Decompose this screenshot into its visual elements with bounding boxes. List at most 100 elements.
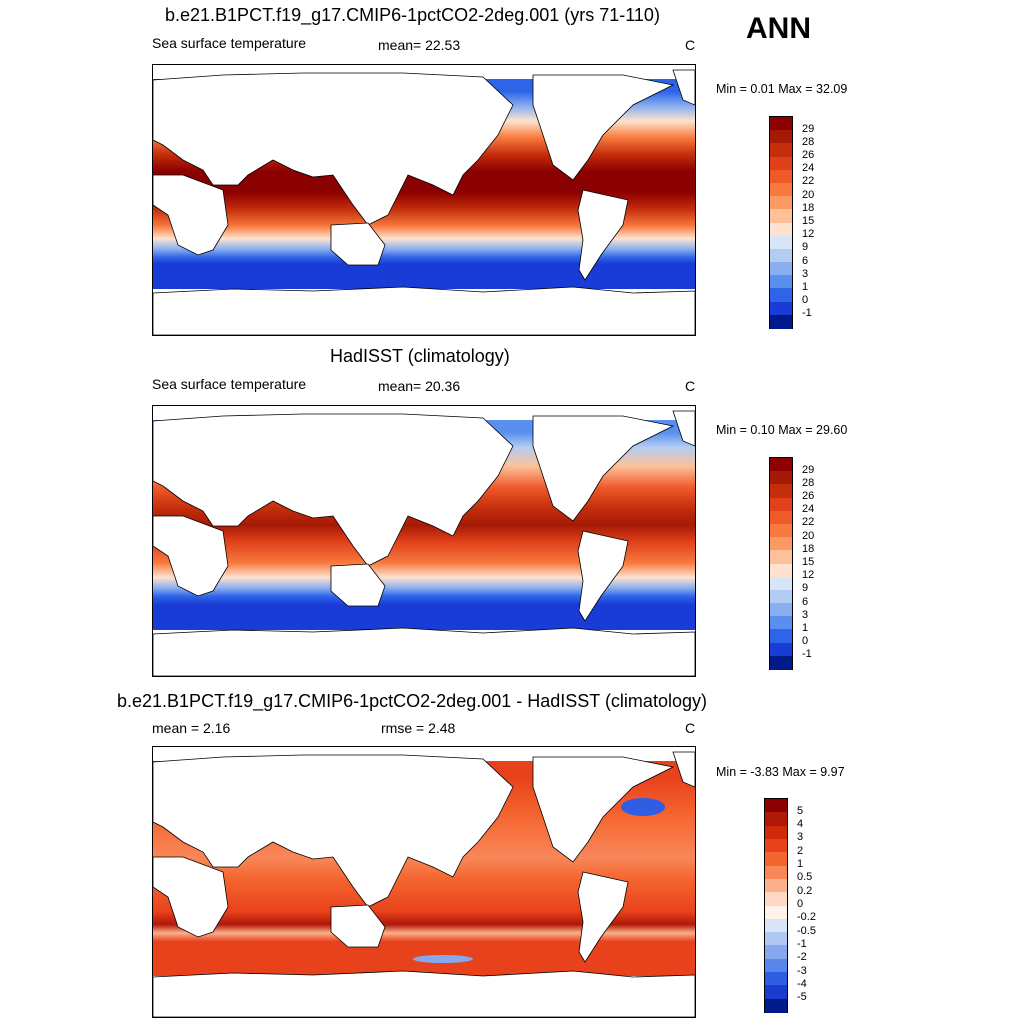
panel1-colorbar-swatch	[770, 262, 792, 276]
panel1-colorbar	[769, 116, 793, 329]
panel2-colorbar-tick-label: 9	[802, 582, 809, 595]
panel2-colorbar-tick-label: 22	[802, 516, 815, 529]
panel2-colorbar-swatch	[770, 523, 792, 538]
panel3-colorbar-swatch	[765, 958, 787, 973]
panel2-colorbar-swatch	[770, 629, 792, 644]
panel1-colorbar-tick-label: 29	[802, 122, 815, 135]
panel2-colorbar	[769, 457, 793, 670]
panel1-colorbar-swatch	[770, 169, 792, 184]
panel2-colorbar-swatch	[770, 497, 792, 512]
panel3-map-graphic	[153, 751, 695, 1017]
panel2-colorbar-tick-label: 1	[802, 621, 809, 634]
panel3-colorbar-swatch	[765, 972, 787, 986]
panel2-colorbar-tick-label: 20	[802, 529, 815, 542]
panel2-minmax: Min = 0.10 Max = 29.60	[716, 423, 848, 437]
panel1-colorbar-swatch	[770, 235, 792, 250]
panel1-colorbar-tick-label: 12	[802, 228, 815, 241]
panel1-colorbar-swatch	[770, 196, 792, 210]
panel2-map-graphic	[153, 410, 695, 676]
panel3-colorbar-tick-label: -4	[797, 977, 807, 990]
panel3-colorbar-swatch	[765, 838, 787, 853]
panel2-colorbar-tick-label: 12	[802, 569, 815, 582]
panel1-colorbar-tick-label: 1	[802, 280, 809, 293]
panel3-colorbar-tick-label: -0.5	[797, 924, 816, 937]
panel3-colorbar-tick-label: 0	[797, 898, 804, 910]
panel1-colorbar-tick-label: 0	[802, 294, 809, 307]
panel3-colorbar-swatch	[765, 865, 787, 880]
panel3-colorbar-tick-label: 3	[797, 831, 804, 844]
panel2-colorbar-swatch	[770, 616, 792, 630]
panel2-colorbar-swatch	[770, 563, 792, 578]
panel1-colorbar-swatch	[770, 182, 792, 197]
panel2-colorbar-tick-label: 26	[802, 490, 815, 503]
panel3-colorbar-tick-label: 5	[797, 804, 804, 817]
panel2-colorbar-swatch	[770, 471, 792, 485]
panel3-colorbar-tick-label: -1	[797, 937, 807, 950]
panel2-mean-label: mean= 20.36	[378, 378, 461, 394]
panel3-colorbar-tick-label: 4	[797, 818, 804, 831]
panel2-colorbar-swatch	[770, 550, 792, 564]
panel1-map	[152, 64, 696, 336]
panel2-title: HadISST (climatology)	[330, 346, 510, 366]
panel1-colorbar-tick-label: 22	[802, 175, 815, 188]
panel1-colorbar-swatch	[770, 248, 792, 263]
panel2-colorbar-swatch	[770, 589, 792, 604]
panel1-colorbar-swatch	[770, 156, 792, 171]
panel3-map	[152, 746, 696, 1018]
panel2-colorbar-swatch	[770, 510, 792, 525]
panel1-map-graphic	[153, 69, 695, 335]
panel2-colorbar-tick-label: 24	[802, 503, 815, 516]
panel1-colorbar-tick-label: 20	[802, 188, 815, 201]
panel1-colorbar-tick-label: 18	[802, 201, 815, 214]
panel3-rmse-label: rmse = 2.48	[381, 720, 456, 736]
panel2-colorbar-tick-label: 6	[802, 595, 809, 608]
panel2-colorbar-tick-label: 28	[802, 476, 815, 489]
panel3-mean-label: mean = 2.16	[152, 720, 231, 736]
panel3-colorbar-tick-label: -3	[797, 964, 807, 977]
panel3-colorbar-swatch	[765, 878, 787, 893]
panel3-colorbar-tick-label: 2	[797, 844, 804, 857]
panel2-colorbar-swatch	[770, 642, 792, 657]
panel3-colorbar-tick-label: -5	[797, 991, 807, 1004]
panel1-unit-label: C	[685, 37, 696, 53]
panel3-colorbar	[764, 798, 788, 1013]
panel1-minmax: Min = 0.01 Max = 32.09	[716, 82, 848, 96]
panel1-colorbar-tick-label: 28	[802, 135, 815, 148]
panel1-colorbar-swatch	[770, 288, 792, 303]
panel1-colorbar-swatch	[770, 209, 792, 223]
panel2-variable-label: Sea surface temperature	[152, 376, 307, 392]
panel3-colorbar-swatch	[765, 825, 787, 840]
panel2-colorbar-swatch	[770, 603, 792, 617]
panel2-colorbar-swatch	[770, 537, 792, 551]
panel3-colorbar-swatch	[765, 998, 787, 1013]
panel1-colorbar-tick-label: 3	[802, 267, 809, 280]
panel2-colorbar-tick-label: 15	[802, 556, 815, 568]
panel3-minmax: Min = -3.83 Max = 9.97	[716, 765, 845, 779]
panel1-colorbar-tick-label: 26	[802, 149, 815, 162]
panel1-colorbar-swatch	[770, 301, 792, 316]
panel1-colorbar-swatch	[770, 130, 792, 144]
panel1-colorbar-tick-label: -1	[802, 307, 812, 320]
panel2-colorbar-tick-label: 3	[802, 608, 809, 621]
panel2-colorbar-swatch	[770, 576, 792, 591]
panel3-unit-label: C	[685, 720, 696, 736]
panel1-colorbar-tick-label: 24	[802, 162, 815, 175]
panel2-map	[152, 405, 696, 677]
panel1-colorbar-tick-label: 9	[802, 241, 809, 254]
panel1-colorbar-swatch	[770, 117, 792, 131]
panel2-colorbar-swatch	[770, 458, 792, 472]
panel1-colorbar-tick-label: 6	[802, 254, 809, 267]
panel2-unit-label: C	[685, 378, 696, 394]
panel3-title: b.e21.B1PCT.f19_g17.CMIP6-1pctCO2-2deg.0…	[117, 691, 707, 711]
panel3-colorbar-swatch	[765, 985, 787, 1000]
panel1-mean-label: mean= 22.53	[378, 37, 461, 53]
panel3-colorbar-swatch	[765, 812, 787, 827]
panel3-colorbar-swatch	[765, 945, 787, 960]
panel3-colorbar-swatch	[765, 918, 787, 933]
panel2-colorbar-swatch	[770, 655, 792, 670]
panel3-colorbar-swatch	[765, 852, 787, 867]
panel2-colorbar-tick-label: 0	[802, 635, 809, 648]
panel1-title: b.e21.B1PCT.f19_g17.CMIP6-1pctCO2-2deg.0…	[165, 5, 660, 25]
panel2-colorbar-tick-label: 18	[802, 542, 815, 555]
panel1-colorbar-swatch	[770, 222, 792, 237]
